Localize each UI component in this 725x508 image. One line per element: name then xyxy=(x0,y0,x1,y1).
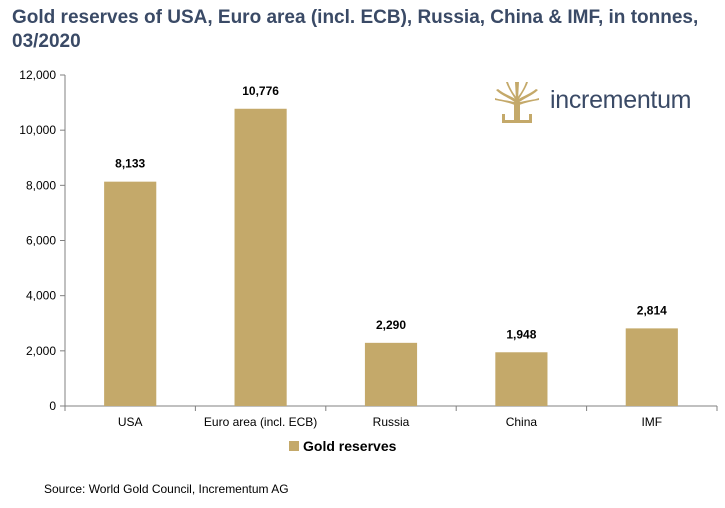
chart-title: Gold reserves of USA, Euro area (incl. E… xyxy=(12,7,699,52)
data-label: 1,948 xyxy=(506,327,536,341)
legend: Gold reserves xyxy=(289,438,396,454)
y-tick-label: 10,000 xyxy=(19,123,56,137)
bar-imf xyxy=(625,328,678,406)
legend-swatch xyxy=(289,441,299,451)
bar-usa xyxy=(104,181,157,406)
bar-china xyxy=(495,352,548,406)
data-labels: 8,133 10,776 2,290 1,948 2,814 xyxy=(115,84,667,342)
y-axis: 0 2,000 4,000 6,000 8,000 10,000 12,000 xyxy=(19,68,66,413)
y-tick-label: 8,000 xyxy=(26,178,56,192)
x-axis: USA Euro area (incl. ECB) Russia China IMF xyxy=(64,405,718,429)
bar-russia xyxy=(364,342,418,406)
y-tick-label: 2,000 xyxy=(26,344,56,358)
data-label: 2,290 xyxy=(376,318,406,332)
data-label: 10,776 xyxy=(242,84,279,98)
y-tick-label: 12,000 xyxy=(19,68,56,82)
data-label: 8,133 xyxy=(115,157,145,171)
x-tick-label: IMF xyxy=(641,415,662,429)
logo-text: incrementum xyxy=(550,86,692,114)
data-label: 2,814 xyxy=(637,303,667,317)
x-tick-label: Russia xyxy=(373,415,410,429)
incrementum-logo: incrementum xyxy=(494,80,714,128)
legend-label: Gold reserves xyxy=(303,438,397,454)
source-note: Source: World Gold Council, Incrementum … xyxy=(44,482,289,496)
bars xyxy=(104,108,678,407)
x-tick-label: China xyxy=(506,415,538,429)
x-tick-label: USA xyxy=(118,415,143,429)
bar-euro-area-incl-ecb xyxy=(234,108,287,407)
y-tick-label: 0 xyxy=(49,399,56,413)
y-tick-label: 6,000 xyxy=(26,234,56,248)
x-tick-label: Euro area (incl. ECB) xyxy=(204,415,317,429)
tree-icon xyxy=(494,80,540,126)
y-tick-label: 4,000 xyxy=(26,289,56,303)
